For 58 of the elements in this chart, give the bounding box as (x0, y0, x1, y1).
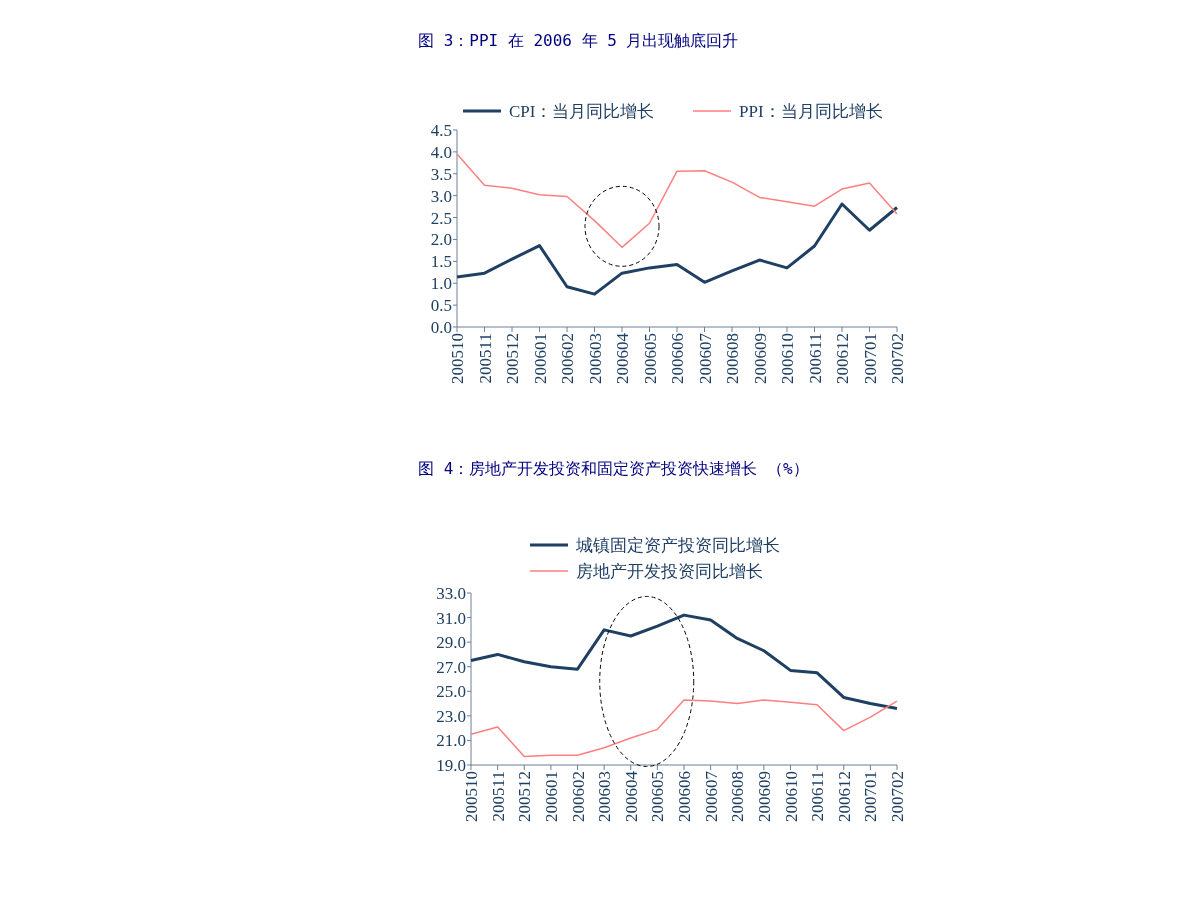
x-tick-label: 200701 (860, 333, 880, 384)
x-tick-label: 200511 (488, 771, 508, 822)
y-tick-label: 25.0 (436, 682, 466, 702)
x-tick-label: 200612 (833, 333, 852, 384)
x-tick-label: 200611 (805, 333, 825, 384)
x-tick-label: 200604 (613, 332, 632, 384)
x-tick-label: 200512 (503, 333, 522, 384)
x-tick-label: 200511 (475, 333, 495, 384)
legend-label: 房地产开发投资同比增长 (576, 561, 763, 581)
x-tick-label: 200601 (530, 333, 550, 384)
x-tick-label: 200702 (888, 771, 907, 822)
y-tick-label: 3.0 (430, 186, 452, 206)
legend-label: 城镇固定资产投资同比增长 (575, 535, 780, 555)
y-tick-label: 2.0 (430, 230, 452, 250)
y-tick-label: 2.5 (430, 208, 452, 228)
y-tick-label: 31.0 (436, 608, 466, 628)
y-tick-label: 27.0 (436, 657, 466, 677)
x-tick-label: 200512 (515, 771, 535, 822)
y-tick-label: 1.0 (430, 274, 452, 294)
line-series (456, 153, 898, 249)
y-tick-label: 21.0 (436, 731, 466, 751)
chart-title: 图 4：房地产开发投资和固定资产投资快速增长 （%） (418, 459, 809, 478)
x-tick-label: 200610 (778, 333, 797, 384)
x-tick-label: 200602 (558, 333, 577, 384)
line-series (455, 202, 899, 296)
line-series (470, 699, 898, 758)
x-tick-label: 200606 (675, 771, 694, 822)
y-tick-label: 1.5 (430, 252, 452, 272)
x-tick-label: 200604 (621, 770, 641, 822)
x-tick-label: 200701 (861, 771, 881, 822)
x-tick-label: 200606 (668, 333, 687, 384)
x-tick-label: 200609 (754, 771, 774, 822)
y-tick-label: 0.5 (430, 296, 452, 316)
chart-title: 图 3：PPI 在 2006 年 5 月出现触底回升 (418, 31, 739, 50)
y-tick-label: 4.5 (430, 120, 452, 140)
x-tick-label: 200612 (834, 771, 854, 822)
y-tick-label: 29.0 (436, 633, 466, 653)
line-series (469, 613, 899, 710)
legend-label: CPI：当月同比增长 (509, 101, 655, 121)
x-tick-label: 200603 (595, 771, 615, 822)
x-tick-label: 200611 (808, 771, 828, 822)
x-tick-label: 200608 (728, 771, 748, 822)
y-tick-label: 33.0 (436, 583, 466, 603)
x-tick-label: 200607 (695, 332, 715, 384)
x-tick-label: 200605 (640, 333, 660, 384)
x-tick-label: 200608 (723, 333, 742, 384)
x-tick-label: 200602 (568, 771, 588, 822)
y-tick-label: 23.0 (436, 706, 466, 726)
x-tick-label: 200609 (750, 333, 770, 384)
x-tick-label: 200702 (888, 333, 907, 384)
x-tick-label: 200605 (648, 771, 668, 822)
x-tick-label: 200607 (701, 770, 721, 822)
y-tick-label: 3.5 (430, 164, 452, 184)
y-tick-label: 4.0 (430, 142, 452, 162)
x-tick-label: 200610 (781, 771, 801, 822)
x-tick-label: 200603 (585, 333, 605, 384)
x-tick-label: 200601 (541, 771, 561, 822)
legend-label: PPI：当月同比增长 (739, 101, 883, 121)
